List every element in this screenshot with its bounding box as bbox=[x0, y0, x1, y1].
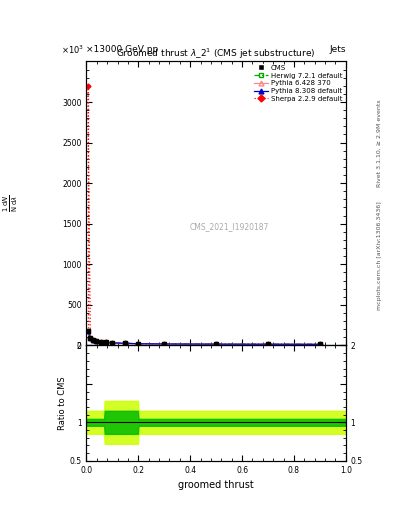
Text: $\times10^3$: $\times10^3$ bbox=[61, 44, 84, 56]
Legend: CMS, Herwig 7.2.1 default, Pythia 6.428 370, Pythia 8.308 default, Sherpa 2.2.9 : CMS, Herwig 7.2.1 default, Pythia 6.428 … bbox=[253, 63, 344, 103]
Title: Groomed thrust $\lambda\_2^1$ (CMS jet substructure): Groomed thrust $\lambda\_2^1$ (CMS jet s… bbox=[116, 47, 316, 61]
X-axis label: groomed thrust: groomed thrust bbox=[178, 480, 254, 490]
Text: CMS_2021_I1920187: CMS_2021_I1920187 bbox=[189, 222, 269, 230]
Text: Rivet 3.1.10, ≥ 2.9M events: Rivet 3.1.10, ≥ 2.9M events bbox=[377, 99, 382, 187]
Y-axis label: $\frac{1}{\mathrm{N}}\frac{\mathrm{d}N}{\mathrm{d}\lambda}$: $\frac{1}{\mathrm{N}}\frac{\mathrm{d}N}{… bbox=[2, 195, 20, 212]
Text: mcplots.cern.ch [arXiv:1306.3436]: mcplots.cern.ch [arXiv:1306.3436] bbox=[377, 202, 382, 310]
Y-axis label: Ratio to CMS: Ratio to CMS bbox=[58, 376, 67, 430]
Text: ×13000 GeV pp: ×13000 GeV pp bbox=[86, 45, 159, 54]
Text: Jets: Jets bbox=[329, 45, 346, 54]
